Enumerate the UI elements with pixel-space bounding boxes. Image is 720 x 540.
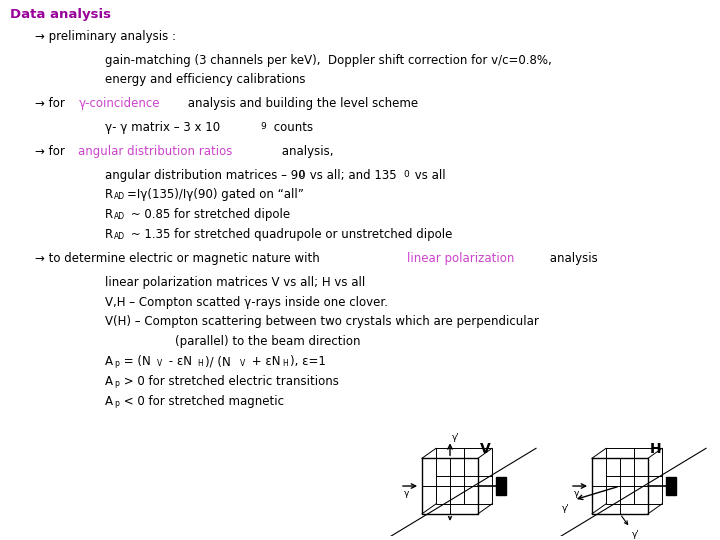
Text: γ': γ'	[562, 504, 570, 513]
Text: V,H – Compton scatted γ-rays inside one clover.: V,H – Compton scatted γ-rays inside one …	[105, 295, 388, 308]
Text: analysis and building the level scheme: analysis and building the level scheme	[184, 97, 418, 110]
Text: 0: 0	[403, 170, 409, 179]
Text: =Iγ(135)/Iγ(90) gated on “all”: =Iγ(135)/Iγ(90) gated on “all”	[127, 188, 304, 201]
Text: angular distribution matrices – 90: angular distribution matrices – 90	[105, 168, 305, 181]
Text: H: H	[282, 359, 288, 368]
Text: - εN: - εN	[165, 355, 192, 368]
Text: linear polarization matrices V vs all; H vs all: linear polarization matrices V vs all; H…	[105, 276, 365, 289]
Text: energy and efficiency calibrations: energy and efficiency calibrations	[105, 73, 305, 86]
Text: analysis,: analysis,	[278, 145, 333, 158]
Text: H: H	[650, 442, 662, 456]
Bar	[496, 477, 506, 495]
Text: Data analysis: Data analysis	[10, 8, 111, 21]
Text: = (N: = (N	[120, 355, 150, 368]
Text: + εN: + εN	[248, 355, 281, 368]
Text: AD: AD	[114, 232, 125, 241]
Text: )/ (N: )/ (N	[205, 355, 230, 368]
Bar	[666, 477, 676, 495]
Text: → preliminary analysis :: → preliminary analysis :	[35, 30, 176, 43]
Text: counts: counts	[270, 121, 313, 134]
Text: > 0 for stretched electric transitions: > 0 for stretched electric transitions	[120, 375, 339, 388]
Text: H: H	[197, 359, 203, 368]
Text: γ-coincidence: γ-coincidence	[78, 97, 160, 110]
Text: A: A	[105, 355, 113, 368]
Text: 0: 0	[298, 170, 304, 179]
Text: AD: AD	[114, 192, 125, 201]
Text: A: A	[105, 395, 113, 408]
Text: ~ 1.35 for stretched quadrupole or unstretched dipole: ~ 1.35 for stretched quadrupole or unstr…	[127, 228, 452, 241]
Text: → to determine electric or magnetic nature with: → to determine electric or magnetic natu…	[35, 252, 323, 265]
Text: (parallel) to the beam direction: (parallel) to the beam direction	[175, 335, 361, 348]
Text: V(H) – Compton scattering between two crystals which are perpendicular: V(H) – Compton scattering between two cr…	[105, 315, 539, 328]
Text: γ': γ'	[452, 434, 460, 442]
Text: A: A	[105, 375, 113, 388]
Text: < 0 for stretched magnetic: < 0 for stretched magnetic	[120, 395, 284, 408]
Text: analysis: analysis	[546, 252, 598, 265]
Text: AD: AD	[114, 212, 125, 221]
Text: ), ε=1: ), ε=1	[290, 355, 326, 368]
Text: γ': γ'	[632, 530, 640, 539]
Text: p: p	[114, 359, 119, 368]
Text: p: p	[114, 379, 119, 388]
Text: ~ 0.85 for stretched dipole: ~ 0.85 for stretched dipole	[127, 208, 290, 221]
Text: R: R	[105, 208, 113, 221]
Text: V: V	[240, 359, 246, 368]
Text: V: V	[157, 359, 162, 368]
Text: γ- γ matrix – 3 x 10: γ- γ matrix – 3 x 10	[105, 121, 220, 134]
Text: angular distribution ratios: angular distribution ratios	[78, 145, 233, 158]
Text: gain-matching (3 channels per keV),  Doppler shift correction for v/c=0.8%,: gain-matching (3 channels per keV), Dopp…	[105, 53, 552, 66]
Text: p: p	[114, 399, 119, 408]
Text: R: R	[105, 228, 113, 241]
Text: linear polarization: linear polarization	[408, 252, 515, 265]
Text: → for: → for	[35, 145, 68, 158]
Text: → for: → for	[35, 97, 68, 110]
Text: R: R	[105, 188, 113, 201]
Text: γ: γ	[574, 489, 580, 498]
Text: 9: 9	[260, 122, 266, 131]
Text: V: V	[480, 442, 491, 456]
Text: vs all; and 135: vs all; and 135	[306, 168, 397, 181]
Text: vs all: vs all	[411, 168, 446, 181]
Text: γ: γ	[404, 489, 410, 498]
